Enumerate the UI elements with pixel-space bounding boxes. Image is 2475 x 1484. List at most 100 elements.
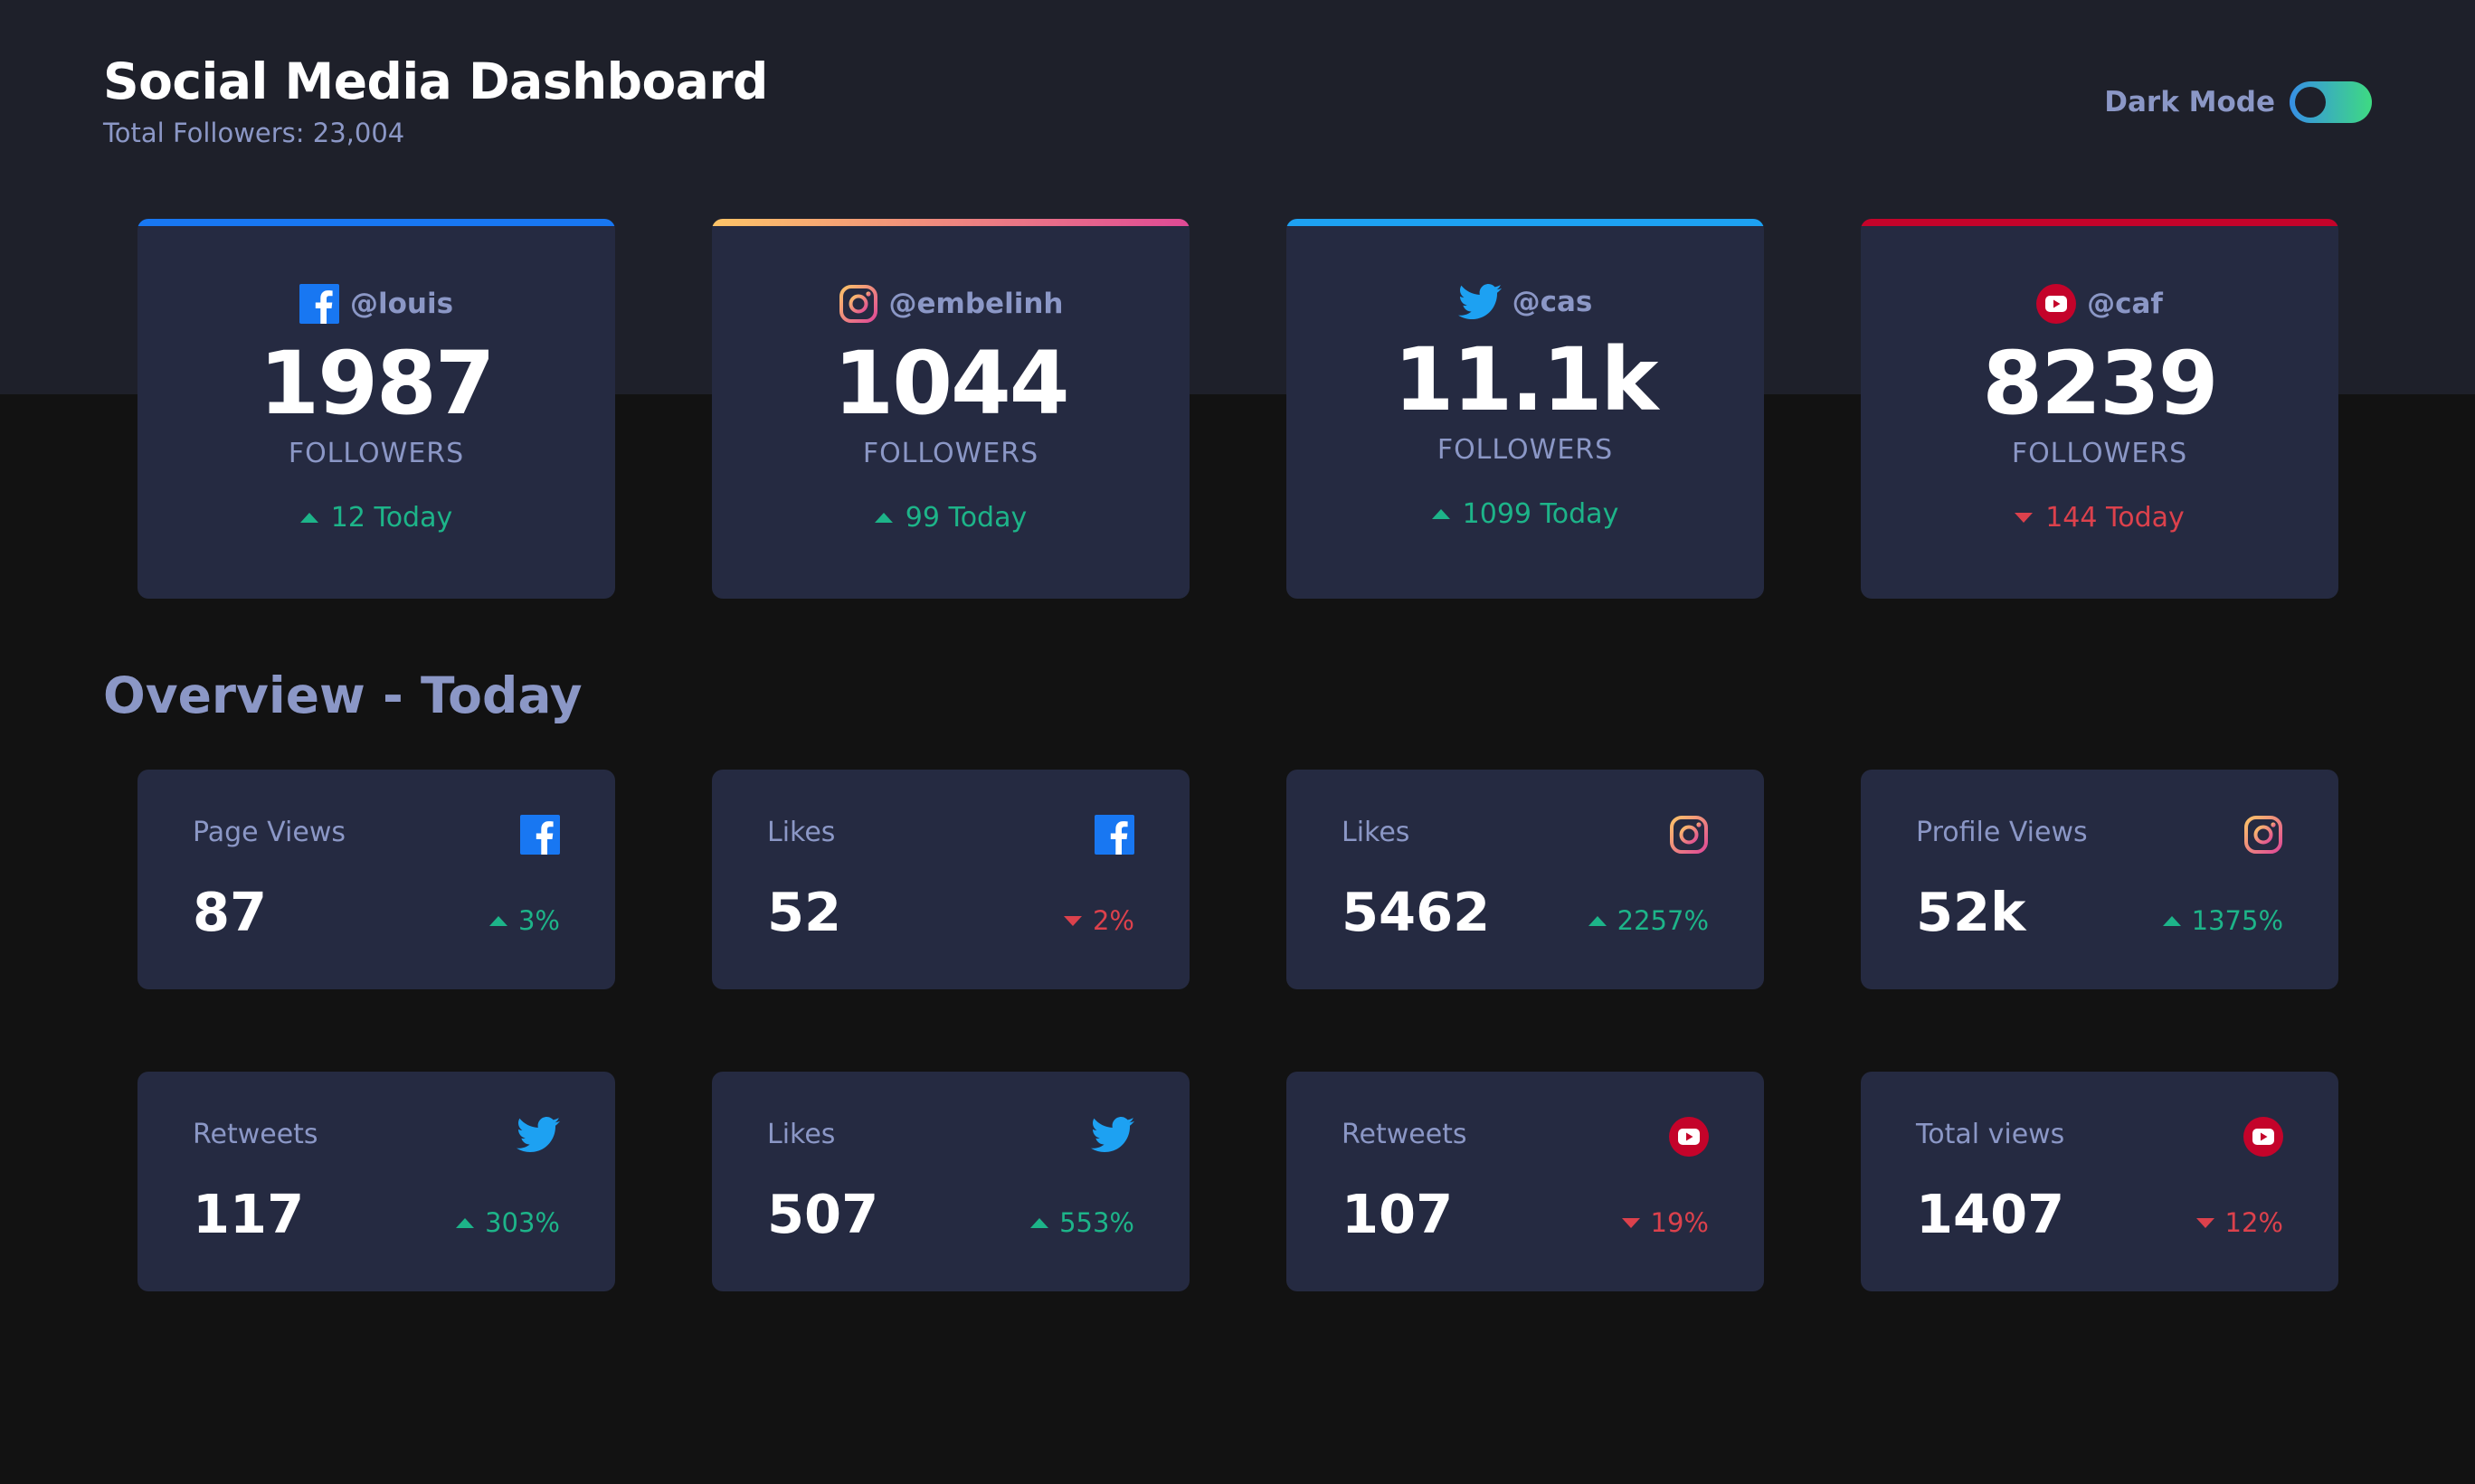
- facebook-icon: [299, 284, 339, 324]
- today-change: 12 Today: [138, 502, 615, 534]
- twitter-icon: [1457, 284, 1502, 320]
- metric-value: 107: [1342, 1183, 1454, 1245]
- change-value: 3%: [517, 905, 560, 936]
- overview-title: Overview - Today: [103, 666, 583, 724]
- metric-label: Total views: [1916, 1119, 2065, 1150]
- followers-label: FOLLOWERS: [1437, 434, 1614, 466]
- dark-mode-label: Dark Mode: [2104, 86, 2275, 118]
- page-header: Social Media Dashboard Total Followers: …: [103, 52, 2372, 148]
- today-value: 144 Today: [2045, 502, 2185, 534]
- today-change: 144 Today: [1861, 502, 2338, 534]
- total-followers: Total Followers: 23,004: [103, 118, 405, 148]
- card-accent-strip: [138, 219, 615, 226]
- handle-row: @cas: [1286, 284, 1764, 320]
- metric-change: 553%: [1030, 1207, 1134, 1238]
- arrow-up-icon: [1588, 915, 1607, 926]
- metric-change: 12%: [2195, 1207, 2283, 1238]
- metric-change: 19%: [1621, 1207, 1709, 1238]
- metric-change: 3%: [488, 905, 560, 936]
- overview-card-instagram-likes[interactable]: Likes 5462 2257%: [1286, 770, 1764, 989]
- arrow-up-icon: [299, 513, 318, 523]
- change-value: 2%: [1092, 905, 1134, 936]
- metric-value: 87: [193, 881, 268, 943]
- followers-card-instagram[interactable]: @embelinh 1044 FOLLOWERS 99 Today: [712, 219, 1190, 599]
- facebook-icon: [1095, 815, 1134, 855]
- handle-row: @caf: [1861, 284, 2338, 324]
- metric-label: Retweets: [1342, 1119, 1467, 1150]
- metric-label: Likes: [1342, 817, 1410, 848]
- instagram-icon: [2243, 815, 2283, 855]
- metric-value: 1407: [1916, 1183, 2065, 1245]
- card-accent-strip: [712, 219, 1190, 226]
- arrow-up-icon: [1030, 1217, 1049, 1228]
- metric-value: 52k: [1916, 881, 2026, 943]
- metric-label: Likes: [767, 1119, 836, 1150]
- handle: @embelinh: [888, 288, 1064, 320]
- overview-card-youtube-retweets[interactable]: Retweets 107 19%: [1286, 1072, 1764, 1291]
- metric-value: 5462: [1342, 881, 1491, 943]
- arrow-down-icon: [1063, 915, 1082, 926]
- metric-change: 2257%: [1588, 905, 1709, 936]
- metric-label: Page Views: [193, 817, 346, 848]
- followers-label: FOLLOWERS: [288, 438, 465, 469]
- change-value: 12%: [2224, 1207, 2283, 1238]
- today-value: 1099 Today: [1462, 498, 1619, 530]
- arrow-down-icon: [2015, 513, 2034, 523]
- handle-row: @louis: [138, 284, 615, 324]
- instagram-icon: [839, 284, 878, 324]
- metric-change: 1375%: [2162, 905, 2283, 936]
- card-accent-strip: [1286, 219, 1764, 226]
- metric-value: 507: [767, 1183, 879, 1245]
- today-value: 99 Today: [905, 502, 1028, 534]
- followers-label: FOLLOWERS: [2011, 438, 2188, 469]
- instagram-icon: [1669, 815, 1709, 855]
- handle-row: @embelinh: [712, 284, 1190, 324]
- follower-count: 1987: [259, 333, 495, 434]
- arrow-up-icon: [488, 915, 507, 926]
- overview-cards: Page Views 87 3% Likes 52 2% Likes 5462 …: [138, 770, 2338, 1291]
- card-accent-strip: [1861, 219, 2338, 226]
- overview-card-facebook-page-views[interactable]: Page Views 87 3%: [138, 770, 615, 989]
- follower-count: 1044: [833, 333, 1069, 434]
- metric-label: Retweets: [193, 1119, 318, 1150]
- overview-card-youtube-total-views[interactable]: Total views 1407 12%: [1861, 1072, 2338, 1291]
- dark-mode-toggle[interactable]: [2290, 81, 2372, 123]
- followers-card-twitter[interactable]: @cas 11.1k FOLLOWERS 1099 Today: [1286, 219, 1764, 599]
- toggle-knob: [2295, 87, 2326, 118]
- today-value: 12 Today: [330, 502, 453, 534]
- overview-card-instagram-profile-views[interactable]: Profile Views 52k 1375%: [1861, 770, 2338, 989]
- overview-card-facebook-likes[interactable]: Likes 52 2%: [712, 770, 1190, 989]
- youtube-icon: [2243, 1117, 2283, 1157]
- arrow-up-icon: [2162, 915, 2181, 926]
- metric-label: Likes: [767, 817, 836, 848]
- followers-card-facebook[interactable]: @louis 1987 FOLLOWERS 12 Today: [138, 219, 615, 599]
- metric-change: 303%: [456, 1207, 560, 1238]
- metric-value: 117: [193, 1183, 305, 1245]
- arrow-up-icon: [874, 513, 893, 523]
- dark-mode-control: Dark Mode: [2104, 81, 2372, 123]
- metric-change: 2%: [1063, 905, 1134, 936]
- twitter-icon: [517, 1117, 560, 1153]
- change-value: 553%: [1059, 1207, 1134, 1238]
- metric-label: Profile Views: [1916, 817, 2088, 848]
- followers-label: FOLLOWERS: [862, 438, 1039, 469]
- change-value: 1375%: [2191, 905, 2283, 936]
- followers-cards: @louis 1987 FOLLOWERS 12 Today @embelinh…: [138, 219, 2338, 599]
- handle: @caf: [2087, 288, 2163, 320]
- handle: @cas: [1512, 286, 1593, 318]
- overview-card-twitter-likes[interactable]: Likes 507 553%: [712, 1072, 1190, 1291]
- today-change: 1099 Today: [1286, 498, 1764, 530]
- metric-value: 52: [767, 881, 842, 943]
- change-value: 2257%: [1617, 905, 1709, 936]
- twitter-icon: [1091, 1117, 1134, 1153]
- followers-card-youtube[interactable]: @caf 8239 FOLLOWERS 144 Today: [1861, 219, 2338, 599]
- overview-card-twitter-retweets[interactable]: Retweets 117 303%: [138, 1072, 615, 1291]
- handle: @louis: [349, 288, 454, 320]
- page-title: Social Media Dashboard: [103, 52, 768, 110]
- follower-count: 11.1k: [1393, 329, 1659, 430]
- arrow-down-icon: [2195, 1217, 2214, 1228]
- change-value: 19%: [1650, 1207, 1709, 1238]
- arrow-down-icon: [1621, 1217, 1640, 1228]
- follower-count: 8239: [1982, 333, 2218, 434]
- today-change: 99 Today: [712, 502, 1190, 534]
